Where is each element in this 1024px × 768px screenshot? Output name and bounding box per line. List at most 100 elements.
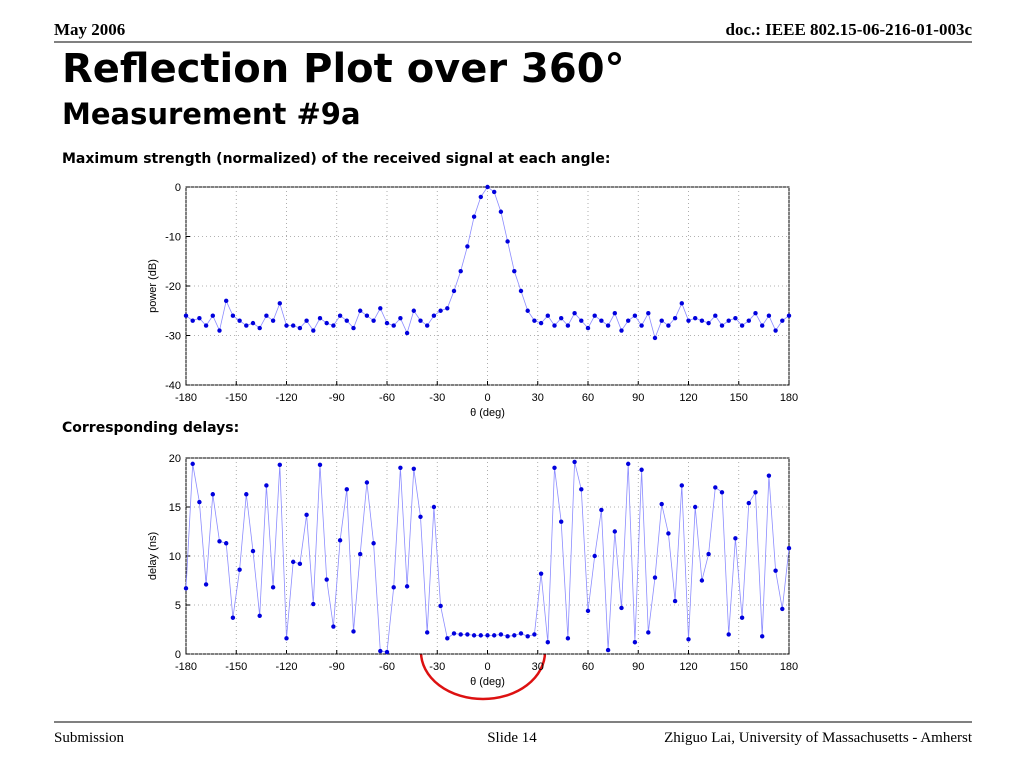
data-point: [297, 325, 303, 331]
y-tick-label: 0: [175, 649, 181, 661]
y-tick-label: 20: [169, 453, 181, 465]
data-point: [304, 318, 309, 323]
data-point: [304, 512, 309, 518]
data-point: [612, 529, 617, 534]
data-point: [398, 315, 403, 321]
y-axis-label: power (dB): [147, 259, 159, 313]
footer-left: Submission: [54, 730, 125, 746]
x-tick-label: -30: [429, 661, 445, 673]
header-doc: doc.: IEEE 802.15-06-216-01-003c: [726, 20, 973, 39]
x-tick-label: -180: [175, 392, 197, 404]
data-point: [532, 318, 537, 323]
data-point: [699, 578, 705, 583]
data-point: [780, 606, 785, 612]
x-tick-label: -120: [275, 392, 297, 404]
data-point: [411, 308, 416, 313]
x-tick-label: -150: [225, 392, 247, 404]
data-point: [498, 632, 504, 637]
data-point: [592, 313, 597, 318]
data-point: [351, 629, 356, 634]
data-point: [612, 311, 617, 316]
data-point: [270, 318, 276, 323]
data-point: [458, 632, 463, 637]
x-tick-label: 120: [679, 392, 697, 404]
data-point: [599, 507, 604, 513]
data-point: [451, 288, 457, 294]
data-point: [297, 561, 303, 567]
data-point: [726, 632, 731, 637]
x-tick-label: 60: [582, 392, 594, 404]
data-point: [351, 325, 356, 331]
data-point: [371, 318, 376, 323]
data-point: [331, 323, 336, 328]
data-point: [626, 461, 631, 467]
data-point: [445, 306, 450, 311]
x-tick-label: 150: [730, 392, 748, 404]
data-point: [344, 487, 349, 492]
data-point: [230, 615, 236, 620]
data-point: [203, 582, 209, 587]
data-point: [492, 633, 497, 638]
x-tick-label: 30: [532, 661, 544, 673]
data-point: [264, 313, 269, 318]
y-tick-label: 10: [169, 551, 181, 563]
y-tick-label: -40: [165, 380, 181, 392]
data-point: [579, 318, 584, 323]
plots: -180 -150 -120 -90 -60 -30 0 30 60 90 120 150 1800-1…: [147, 182, 798, 688]
data-point: [237, 318, 242, 323]
data-point: [686, 318, 691, 323]
data-point: [713, 313, 718, 318]
data-point: [311, 601, 316, 607]
data-point: [632, 640, 638, 645]
data-point: [317, 462, 323, 468]
data-point: [284, 636, 289, 641]
data-point: [264, 483, 269, 488]
data-point: [230, 313, 236, 318]
data-point: [505, 239, 510, 244]
header-date: May 2006: [54, 20, 125, 39]
data-point: [605, 323, 611, 328]
data-point: [538, 320, 544, 326]
data-point: [324, 577, 329, 582]
y-tick-label: 0: [175, 182, 181, 194]
data-point: [471, 214, 477, 219]
data-point: [699, 318, 705, 323]
data-point: [619, 328, 624, 333]
data-point: [565, 323, 571, 328]
data-point: [739, 615, 745, 620]
footer-right: Zhiguo Lai, University of Massachusetts …: [664, 730, 973, 746]
data-point: [384, 320, 390, 326]
data-point: [585, 608, 591, 614]
data-point: [713, 485, 718, 490]
data-point: [485, 633, 490, 638]
slide-subtitle: Measurement #9a: [62, 97, 361, 131]
data-point: [217, 328, 222, 333]
data-point: [317, 315, 323, 321]
data-point: [646, 311, 651, 316]
data-point: [559, 519, 564, 524]
data-point: [706, 320, 711, 326]
data-point: [478, 633, 483, 638]
data-point: [257, 325, 262, 331]
data-point: [652, 575, 658, 580]
data-point: [719, 323, 725, 328]
data-point: [438, 308, 443, 313]
data-point: [344, 318, 349, 323]
data-point: [579, 487, 584, 492]
x-tick-label: 90: [632, 661, 644, 673]
data-point: [324, 320, 329, 326]
data-point: [404, 584, 410, 589]
y-tick-label: 5: [175, 600, 181, 612]
data-point: [364, 480, 370, 485]
data-point: [210, 492, 215, 497]
caption: Corresponding delays:: [62, 420, 239, 436]
data-point: [190, 318, 195, 323]
data-point: [425, 323, 430, 328]
x-tick-label: -120: [275, 661, 297, 673]
data-point: [565, 636, 571, 641]
data-point: [525, 634, 530, 639]
data-point: [384, 649, 390, 655]
x-tick-label: 180: [780, 661, 798, 673]
data-point: [760, 634, 765, 639]
